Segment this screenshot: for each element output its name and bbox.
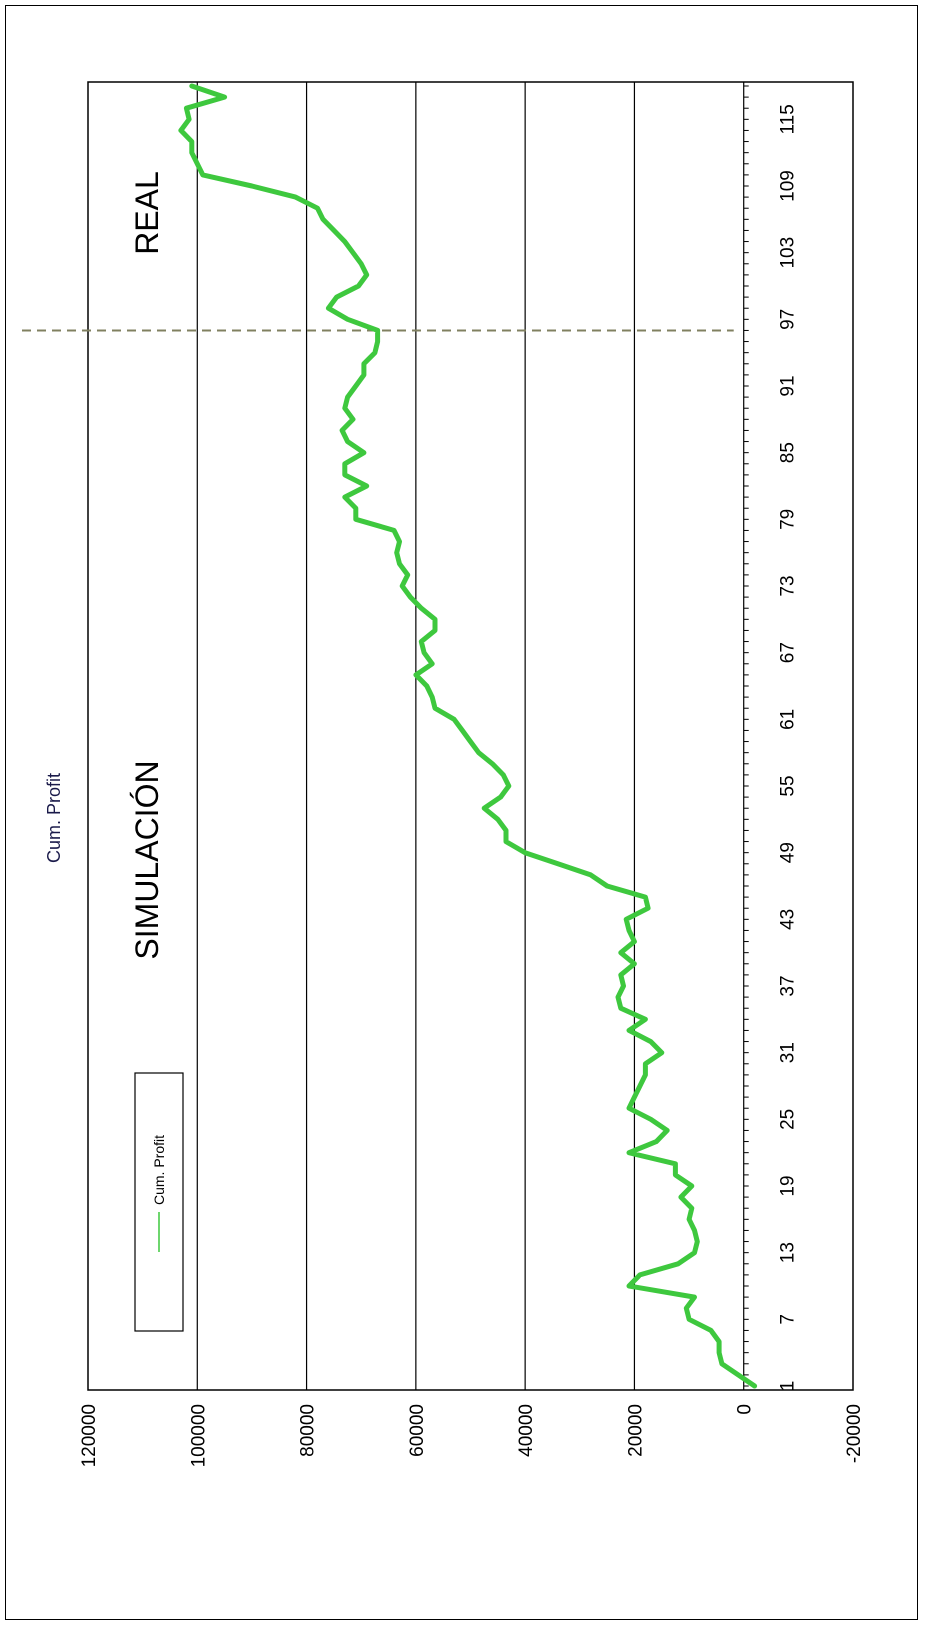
y-tick-label-6: 100000 (188, 1404, 209, 1467)
chart-title: Cum. Profit (44, 773, 64, 863)
x-tick-label-1: 7 (778, 1314, 799, 1325)
x-tick-label-9: 55 (778, 775, 799, 796)
x-tick-label-11: 67 (778, 642, 799, 663)
legend-label-cum-profit: Cum. Profit (151, 1135, 167, 1205)
x-axis (743, 82, 749, 1390)
legend: Cum. Profit (134, 1072, 184, 1332)
x-tick-label-4: 25 (778, 1109, 799, 1130)
chart-frame (5, 5, 918, 1620)
x-tick-label-15: 91 (778, 375, 799, 396)
x-tick-label-2: 13 (778, 1242, 799, 1263)
y-tick-label-1: 0 (735, 1404, 756, 1415)
y-tick-label-7: 120000 (79, 1404, 100, 1467)
y-tick-label-3: 40000 (516, 1404, 537, 1457)
x-tick-label-5: 31 (778, 1042, 799, 1063)
x-axis-tick-labels: 1 7 13 19 25 31 37 43 49 55 61 67 73 79 85 91 97 103 109 11… (778, 104, 799, 1391)
x-tick-label-17: 103 (778, 237, 799, 269)
x-tick-label-14: 85 (778, 442, 799, 463)
x-tick-label-13: 79 (778, 509, 799, 530)
x-tick-label-10: 61 (778, 709, 799, 730)
x-tick-label-16: 97 (778, 309, 799, 330)
x-tick-label-8: 49 (778, 842, 799, 863)
y-tick-label-4: 60000 (407, 1404, 428, 1457)
annotation-simulacion: SIMULACIÓN (129, 760, 165, 959)
plot-area-border (87, 81, 854, 1391)
x-tick-label-3: 19 (778, 1175, 799, 1196)
x-tick-label-6: 37 (778, 975, 799, 996)
y-tick-label-0: -20000 (844, 1404, 865, 1463)
x-tick-label-18: 109 (778, 170, 799, 202)
y-tick-label-5: 80000 (298, 1404, 319, 1457)
grid-lines (196, 82, 636, 1390)
legend-box (134, 1072, 184, 1332)
y-axis-tick-labels: -20000 0 20000 40000 60000 80000 100000 120000 (79, 1404, 865, 1467)
x-tick-label-19: 115 (778, 104, 799, 134)
annotation-real: REAL (129, 171, 165, 255)
x-tick-label-12: 73 (778, 575, 799, 596)
series-line-cum-profit (178, 83, 758, 1389)
x-tick-label-0: 1 (778, 1381, 799, 1392)
y-tick-label-2: 20000 (625, 1404, 646, 1457)
x-tick-label-7: 43 (778, 909, 799, 930)
